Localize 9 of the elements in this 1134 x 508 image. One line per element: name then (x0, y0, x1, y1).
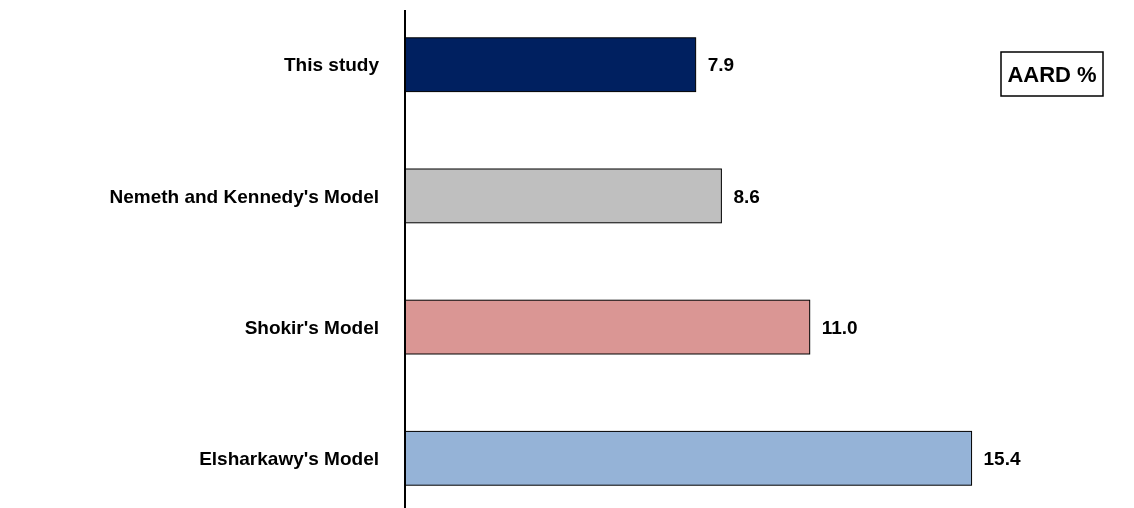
y-tick-label: Nemeth and Kennedy's Model (109, 185, 379, 207)
data-label: 7.9 (707, 54, 735, 76)
data-label: 11.0 (821, 316, 858, 338)
y-tick-label: Shokir's Model (244, 316, 379, 338)
data-label: 8.6 (733, 185, 760, 207)
text: AARD % (1007, 61, 1097, 87)
y-tick-label: Elsharkawy's Model (199, 447, 379, 469)
y-tick-label: This study (283, 54, 380, 76)
data-label: 15.4 (983, 447, 1021, 469)
